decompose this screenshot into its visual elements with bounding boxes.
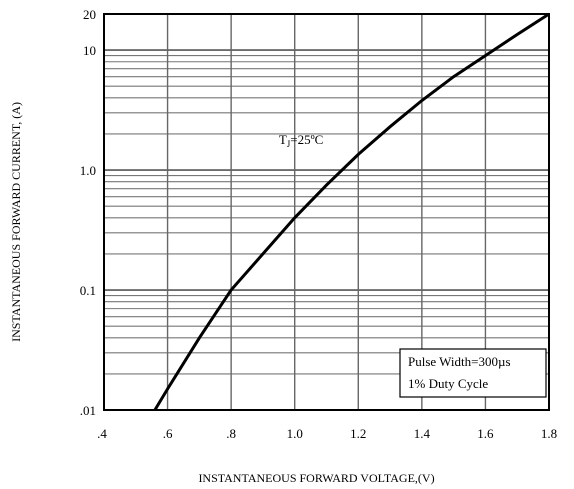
temperature-annotation: TJ=25ºC [279, 132, 324, 149]
plot-frame [103, 13, 550, 411]
y-tick-label: .01 [80, 403, 96, 418]
forward-current-curve [153, 12, 550, 411]
x-axis-title: INSTANTANEOUS FORWARD VOLTAGE,(V) [198, 471, 434, 485]
x-tick-labels: .4 .6 .8 1.0 1.2 1.4 1.6 1.8 [97, 426, 557, 441]
x-tick-label: .4 [97, 426, 107, 441]
x-tick-label: .6 [163, 426, 173, 441]
x-tick-label: 1.0 [287, 426, 303, 441]
x-tick-label: 1.2 [350, 426, 366, 441]
x-tick-label: .8 [226, 426, 236, 441]
y-tick-label: 0.1 [80, 283, 96, 298]
y-tick-label: 10 [83, 43, 96, 58]
pulse-width-annotation: Pulse Width=300µs [408, 354, 511, 369]
y-tick-labels: .01 0.1 1.0 10 20 [80, 7, 96, 418]
y-tick-label: 20 [83, 7, 96, 22]
x-tick-label: 1.4 [414, 426, 431, 441]
x-tick-label: 1.8 [541, 426, 557, 441]
grid [104, 13, 549, 410]
x-tick-label: 1.6 [477, 426, 494, 441]
pulse-note-box [399, 348, 547, 398]
y-tick-label: 1.0 [80, 163, 96, 178]
duty-cycle-annotation: 1% Duty Cycle [408, 376, 488, 391]
y-axis-title: INSTANTANEOUS FORWARD CURRENT, (A) [9, 102, 23, 342]
